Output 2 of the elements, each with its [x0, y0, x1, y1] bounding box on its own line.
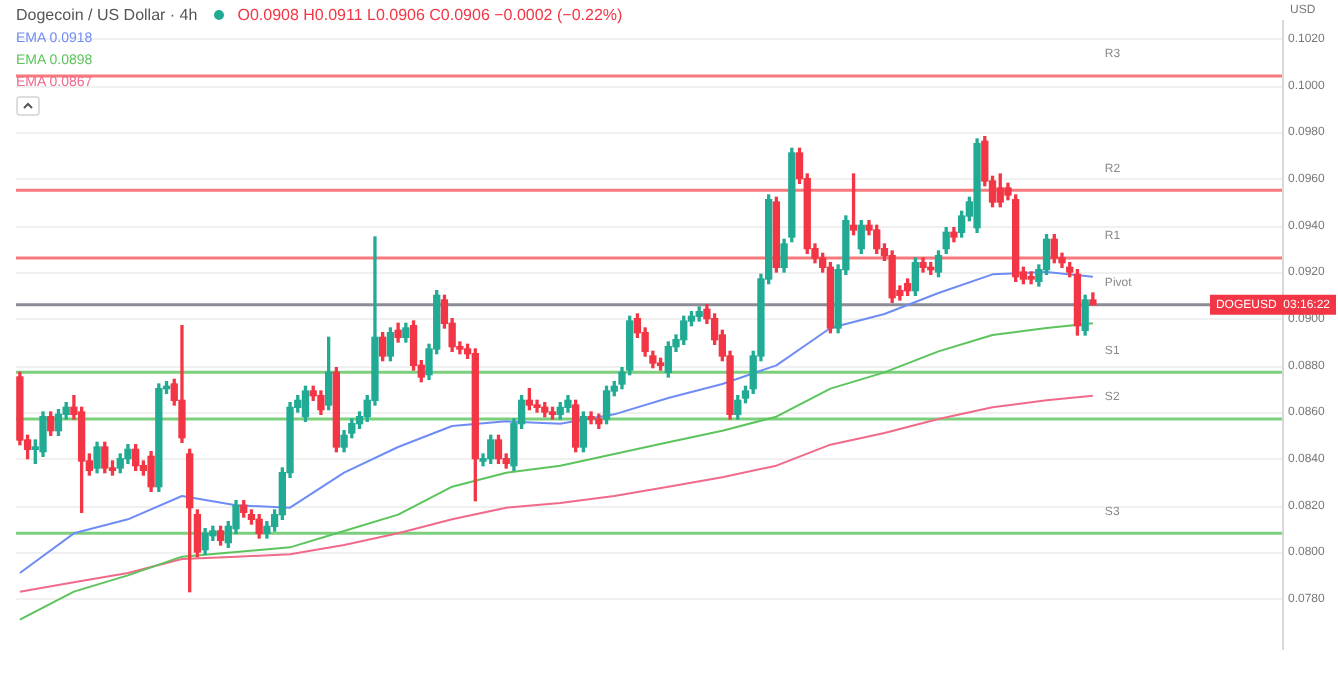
chart-title: Dogecoin / US Dollar · 4h [16, 6, 198, 24]
chart-subtitle: O0.0908 H0.0911 L0.0906 C0.0906 −0.0002 (−0.22%) [237, 6, 623, 24]
